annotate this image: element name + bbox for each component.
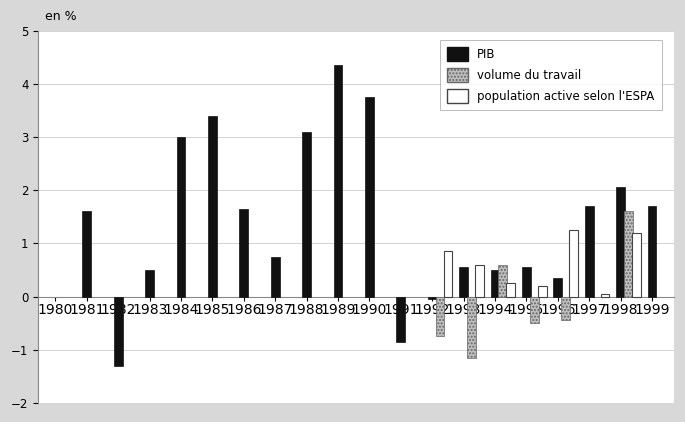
Bar bbox=[530, 297, 538, 323]
Bar bbox=[538, 286, 547, 297]
Bar bbox=[334, 65, 342, 297]
Bar bbox=[499, 265, 508, 297]
Bar bbox=[585, 206, 593, 297]
Legend: PIB, volume du travail, population active selon l'ESPA: PIB, volume du travail, population activ… bbox=[440, 40, 662, 110]
Bar bbox=[506, 283, 515, 297]
Bar bbox=[647, 206, 656, 297]
Bar bbox=[177, 137, 186, 297]
Bar bbox=[271, 257, 279, 297]
Text: en %: en % bbox=[45, 10, 76, 23]
Bar bbox=[475, 265, 484, 297]
Bar bbox=[145, 270, 154, 297]
Bar bbox=[490, 270, 499, 297]
Bar bbox=[569, 230, 578, 297]
Bar bbox=[436, 297, 445, 336]
Bar bbox=[302, 132, 311, 297]
Bar bbox=[601, 294, 610, 297]
Bar bbox=[444, 252, 452, 297]
Bar bbox=[616, 187, 625, 297]
Bar bbox=[522, 267, 531, 297]
Bar bbox=[397, 297, 405, 342]
Bar bbox=[82, 211, 91, 297]
Bar bbox=[240, 209, 248, 297]
Bar bbox=[427, 297, 436, 299]
Bar bbox=[624, 211, 633, 297]
Bar bbox=[365, 97, 374, 297]
Bar bbox=[553, 278, 562, 297]
Bar bbox=[459, 267, 468, 297]
Bar bbox=[114, 297, 123, 365]
Bar bbox=[467, 297, 476, 358]
Bar bbox=[208, 116, 217, 297]
Bar bbox=[561, 297, 570, 320]
Bar bbox=[632, 233, 640, 297]
